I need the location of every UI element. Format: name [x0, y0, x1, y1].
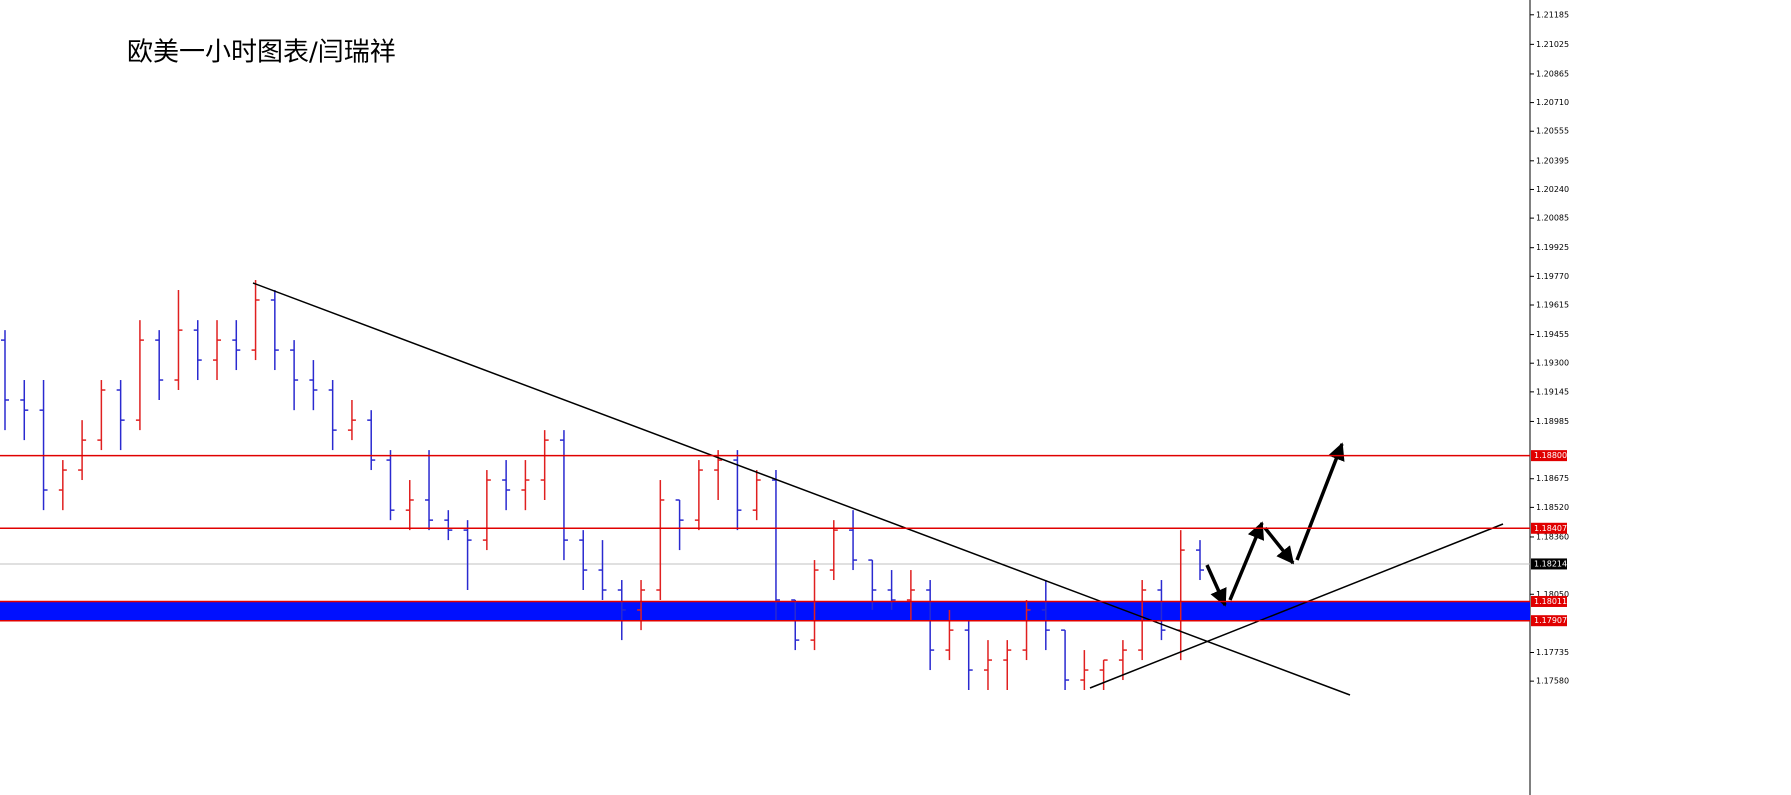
down-trendline [252, 282, 1351, 696]
y-tick-label: 1.21185 [1536, 10, 1569, 19]
forecast-arrows [1205, 442, 1345, 607]
y-tick-label: 1.19770 [1536, 272, 1569, 281]
y-tick-label: 1.18675 [1536, 474, 1569, 483]
y-tick-label: 1.21025 [1536, 40, 1569, 49]
y-tick-label: 1.18360 [1536, 532, 1569, 541]
last-price-label: 1.18214 [1534, 559, 1567, 568]
level-label-box [1531, 450, 1567, 462]
level-label: 1.18011 [1534, 597, 1567, 606]
level-label-box [1531, 522, 1567, 534]
arrow [1205, 564, 1227, 607]
arrow [1228, 521, 1265, 601]
up-trendline [1089, 523, 1504, 689]
y-tick-label: 1.20710 [1536, 98, 1569, 107]
y-tick-label: 1.20395 [1536, 156, 1569, 165]
y-tick-label: 1.18050 [1536, 590, 1569, 599]
level-label-box [1531, 595, 1567, 607]
y-tick-label: 1.18985 [1536, 417, 1569, 426]
y-tick-label: 1.20865 [1536, 69, 1569, 78]
level-label-box [1531, 615, 1567, 627]
y-tick-label: 1.19615 [1536, 300, 1569, 309]
y-tick-label: 1.19145 [1536, 387, 1569, 396]
level-label: 1.18800 [1534, 451, 1567, 460]
arrow [1295, 442, 1345, 561]
y-tick-label: 1.20240 [1536, 185, 1569, 194]
y-tick-label: 1.18520 [1536, 503, 1569, 512]
y-tick-label: 1.17735 [1536, 648, 1569, 657]
y-tick-label: 1.19925 [1536, 243, 1569, 252]
last-price-box [1531, 558, 1567, 570]
y-tick-label: 1.19455 [1536, 330, 1569, 339]
arrow [1263, 526, 1295, 565]
support-zone [0, 601, 1530, 621]
level-label: 1.18407 [1534, 524, 1567, 533]
y-tick-label: 1.17580 [1536, 677, 1569, 686]
y-tick-label: 1.20555 [1536, 127, 1569, 136]
chart-title: 欧美一小时图表/闫瑞祥 [127, 38, 396, 68]
y-tick-label: 1.19300 [1536, 359, 1569, 368]
y-tick-label: 1.20085 [1536, 214, 1569, 223]
plot-area: 1.21185 1.21025 1.20865 1.20710 1.20555 1.203… [0, 10, 1569, 691]
level-label: 1.17907 [1534, 616, 1567, 625]
